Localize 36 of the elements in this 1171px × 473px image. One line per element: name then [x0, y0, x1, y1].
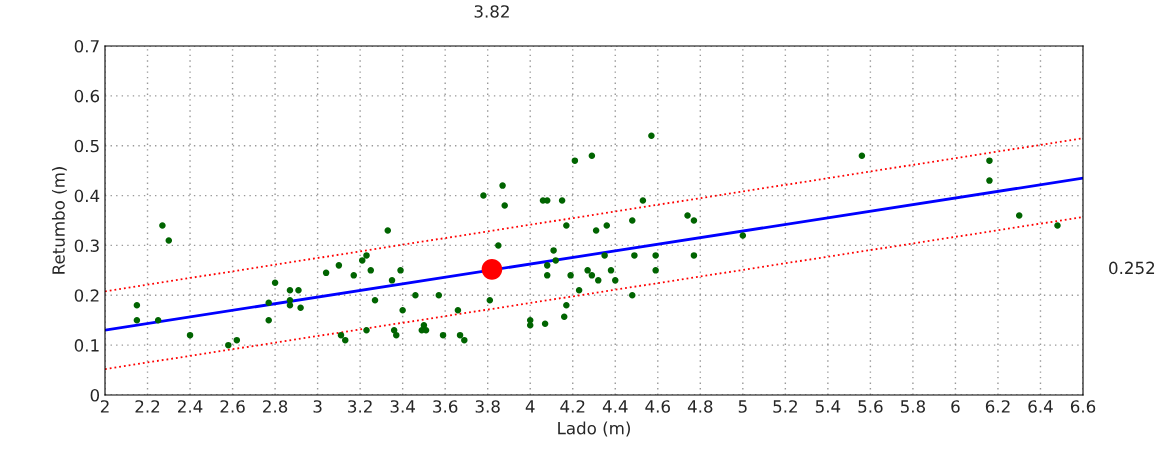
x-tick-label: 5.4 [815, 400, 841, 413]
y-tick-label: 0 [90, 388, 100, 402]
y-tick-label: 0.2 [74, 289, 99, 302]
x-tick-label: 2.4 [178, 400, 203, 413]
x-tick-label: 2 [100, 400, 109, 413]
y-axis-title: Retumbo (m) [51, 167, 67, 274]
x-axis-title: Lado (m) [558, 421, 630, 437]
text: 3.82 [474, 5, 509, 18]
x-tick-label: 2.2 [135, 400, 160, 413]
x-tick-label: 5.2 [773, 400, 797, 413]
x-tick-label: 6.2 [985, 400, 1010, 413]
x-tick-label: 4.6 [645, 400, 670, 413]
x-tick-label: 4.2 [560, 400, 585, 413]
y-tick-label: 0.6 [74, 89, 100, 103]
x-tick-label: 2.6 [220, 400, 245, 413]
x-tick-label: 5.6 [858, 400, 883, 413]
x-tick-label: 3 [313, 400, 322, 413]
x-tick-label: 3.8 [475, 400, 500, 413]
x-tick-label: 3.4 [390, 400, 415, 413]
x-tick-label: 5 [738, 400, 747, 413]
text: 0.252 [1109, 261, 1155, 275]
y-tick-label: 0.3 [74, 239, 99, 252]
y-tick-label: 0.5 [74, 139, 99, 153]
y-tick-label: 0.4 [74, 189, 100, 203]
x-tick-label: 6.4 [1028, 400, 1053, 413]
x-tick-label: 4 [525, 400, 535, 413]
y-tick-label: 0.7 [74, 39, 99, 53]
x-tick-label: 4.4 [602, 400, 628, 413]
x-tick-label: 6.6 [1070, 400, 1096, 413]
x-tick-label: 6 [951, 400, 960, 413]
x-tick-label: 4.8 [687, 400, 713, 413]
x-tick-label: 5.8 [900, 400, 926, 413]
y-tick-label: 0.1 [74, 339, 99, 352]
x-tick-label: 2.8 [263, 400, 288, 413]
x-tick-label: 3.6 [433, 400, 458, 413]
x-tick-label: 3.2 [348, 400, 372, 413]
